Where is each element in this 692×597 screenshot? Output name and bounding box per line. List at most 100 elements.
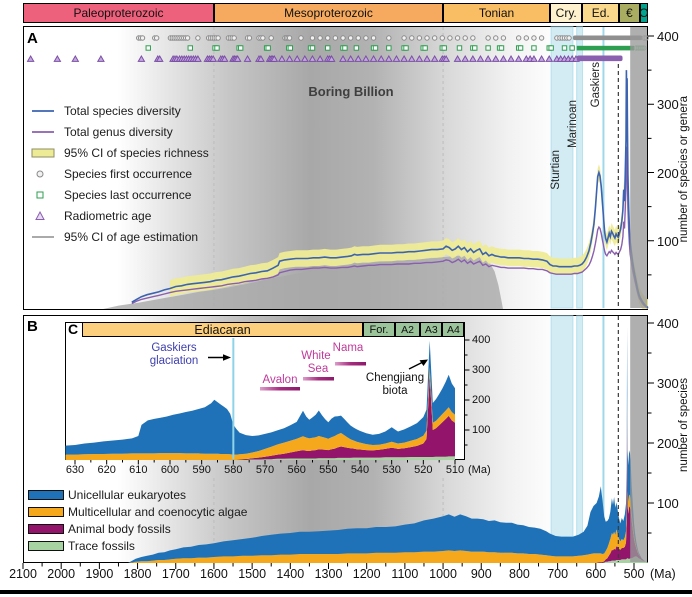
- line-legend-icon: [30, 104, 64, 118]
- radiometric-age-marker: [193, 54, 202, 62]
- radiometric-age-marker: [277, 54, 286, 62]
- triangle-legend-icon: [30, 209, 64, 223]
- species-first-occurrence-marker: [523, 35, 530, 41]
- x-axis-unit-label: (Ma): [650, 567, 676, 581]
- inset-gaskiers-glaciation-label-line1: Gaskiers: [151, 342, 197, 354]
- inset-x-axis-tick-label: 580: [224, 464, 243, 476]
- inset-band-for-: For.: [363, 322, 395, 337]
- legend-a-label: Total genus diversity: [64, 124, 173, 139]
- radiometric-age-marker: [400, 54, 409, 62]
- x-axis-tick-label: 2000: [47, 567, 76, 581]
- x-axis-tick-label: 1400: [276, 567, 305, 581]
- species-first-occurrence-marker: [340, 35, 346, 41]
- marinoan-band: [576, 315, 583, 563]
- species-first-occurrence-marker: [515, 35, 522, 41]
- species-first-occurrence-marker: [347, 35, 354, 41]
- species-first-occurrence-marker: [424, 35, 430, 41]
- legend-b-item: Unicellular eukaryotes: [28, 486, 247, 503]
- y-axis-title-panel-a: number of species or genera: [678, 96, 690, 243]
- panel-c-area-layer: [65, 376, 455, 460]
- x-axis-tick-label: 1600: [200, 567, 228, 581]
- species-first-occurrence-marker: [139, 35, 146, 41]
- age-ci-wedge: [103, 255, 503, 309]
- inset-x-axis-tick-label: 570: [255, 464, 275, 476]
- radiometric-age-marker: [270, 54, 279, 62]
- species-last-occurrence-marker: [237, 45, 244, 51]
- species-first-occurrence-marker: [195, 35, 201, 41]
- legend-b-item: Trace fossils: [28, 537, 247, 554]
- species-first-occurrence-marker: [485, 35, 491, 41]
- x-axis-tick-label: 2100: [9, 567, 37, 581]
- nama-assemblage-bar: [335, 362, 366, 366]
- species-first-occurrence-marker: [153, 35, 160, 41]
- species-last-occurrence-marker: [187, 45, 193, 51]
- radiometric-age-marker: [461, 54, 470, 62]
- chengjiang-arrow-head: [419, 359, 428, 366]
- radiometric-age-marker: [377, 54, 386, 62]
- species-first-occurrence-marker: [246, 35, 253, 41]
- species-first-occurrence-marker: [268, 35, 274, 41]
- species-first-occurrence-marker: [332, 35, 339, 41]
- radiometric-age-marker: [384, 54, 393, 62]
- inset-x-axis-tick-label: 520: [414, 464, 433, 476]
- legend-a-item: Total species diversity: [30, 100, 209, 121]
- species-last-occurrence-marker: [403, 45, 409, 51]
- x-axis-tick-label: 1900: [85, 567, 114, 581]
- species-first-occurrence-marker: [439, 35, 445, 41]
- legend-a-label: Species last occurrence: [64, 187, 192, 202]
- species-last-occurrence-marker: [145, 45, 151, 51]
- panel-c-label: C: [68, 321, 79, 337]
- radiometric-age-marker: [346, 54, 355, 62]
- radiometric-age-marker: [339, 54, 347, 62]
- y-axis-b-tick-label: 100: [657, 496, 679, 511]
- legend-a-item: 95% CI of species richness: [30, 142, 209, 163]
- radiometric-age-marker: [71, 54, 80, 62]
- species-diversity-line: [131, 70, 649, 309]
- species-first-occurrence-marker: [325, 35, 331, 41]
- radiometric-age-marker: [442, 54, 451, 62]
- legend-b-item: Multicellular and coenocytic algae: [28, 503, 247, 520]
- radiometric-age-marker: [430, 54, 439, 62]
- inset-chengjiang-label-line2: biota: [382, 385, 408, 397]
- sturtian-band: [550, 26, 574, 309]
- species-first-occurrence-marker: [286, 35, 293, 41]
- inset-y-axis-tick-label: 300: [472, 364, 491, 376]
- x-axis-tick-label: 600: [585, 567, 607, 581]
- inset-white-sea-label-line1: White: [301, 350, 331, 362]
- radiometric-age-marker: [529, 54, 538, 62]
- x-axis-tick-label: 700: [547, 567, 569, 581]
- gaskiers-glaciation-label: Gaskiers: [590, 62, 602, 108]
- x-axis-tick-label: 1300: [314, 567, 343, 581]
- timescale-band-o: O: [639, 3, 649, 23]
- inset-x-axis-tick-label: 630: [65, 464, 85, 476]
- y-axis-a-tick-label: 100: [657, 233, 679, 249]
- legend-b-label: Animal body fossils: [68, 521, 171, 536]
- species-last-occurrence-marker: [386, 45, 392, 51]
- radiometric-age-marker: [300, 54, 309, 62]
- color-swatch-icon: [28, 506, 64, 517]
- y-axis-title-panel-b: number of species: [678, 378, 690, 472]
- radiometric-age-marker: [316, 54, 325, 62]
- radiometric-age-marker: [476, 54, 485, 62]
- radiometric-age-marker: [209, 54, 218, 62]
- inset-y-axis-tick-label: 200: [472, 394, 491, 406]
- radiometric-age-marker: [233, 54, 242, 62]
- panel-b-label: B: [27, 318, 38, 335]
- species-last-occurrence-marker: [517, 45, 524, 51]
- species-first-occurrence-marker: [401, 35, 407, 41]
- legend-a-item: 95% CI of age estimation: [30, 226, 209, 247]
- species-last-occurrence-marker: [548, 45, 554, 51]
- y-axis-a-tick-label: 400: [657, 29, 679, 44]
- x-axis-tick-label: 1800: [123, 567, 152, 581]
- species-last-occurrence-marker: [531, 45, 537, 51]
- species-last-occurrence-marker: [441, 45, 447, 51]
- radiometric-age-marker: [484, 54, 493, 62]
- legend-b-label: Trace fossils: [68, 538, 135, 553]
- y-axis-b-tick-label: 400: [657, 316, 679, 331]
- species-first-occurrence-marker: [409, 35, 415, 41]
- radiometric-age-marker: [392, 54, 401, 62]
- species-first-occurrence-marker: [184, 35, 191, 41]
- species-first-occurrence-marker: [370, 35, 377, 41]
- inset-x-axis-tick-label: 540: [350, 464, 370, 476]
